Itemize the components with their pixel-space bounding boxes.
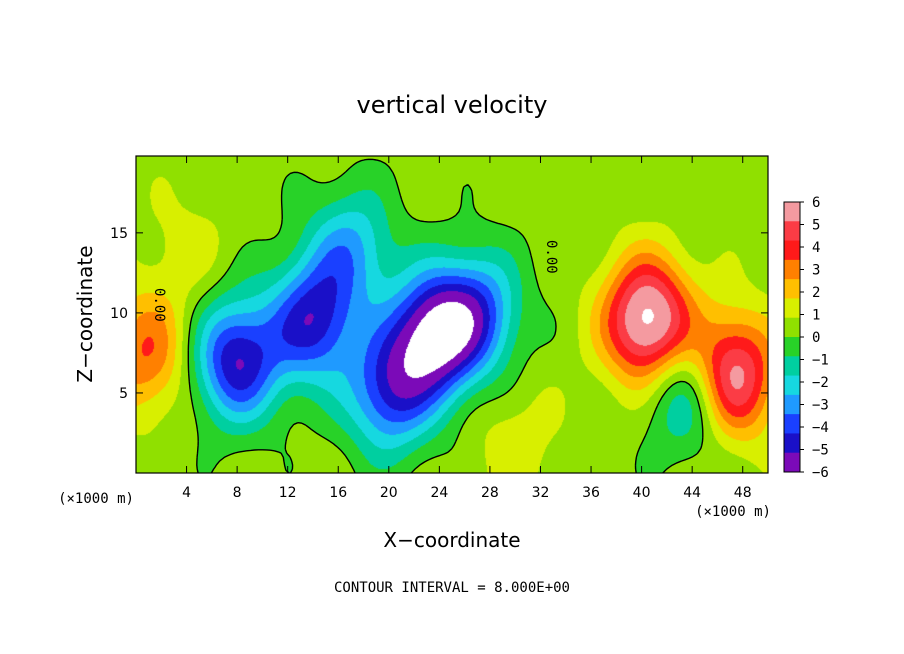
colorbar-swatch bbox=[784, 337, 800, 357]
x-axis: 4 8 12 16 20 24 28 32 36 40 44 48 bbox=[182, 156, 752, 501]
colorbar-swatch bbox=[784, 394, 800, 415]
contour-interval-note: CONTOUR INTERVAL = 8.000E+00 bbox=[334, 580, 570, 596]
contour-label: 0.00 bbox=[543, 240, 559, 274]
colorbar: 6 5 4 3 2 1 0 −1 −2 −3 −4 −5 −6 bbox=[783, 195, 829, 481]
x-tick-label: 20 bbox=[380, 485, 398, 501]
contour-lines bbox=[187, 158, 704, 474]
colorbar-label: −5 bbox=[812, 443, 829, 459]
colorbar-swatch bbox=[784, 298, 800, 319]
colorbar-swatch bbox=[784, 375, 800, 396]
x-axis-label: X−coordinate bbox=[383, 528, 520, 552]
colorbar-swatch bbox=[784, 259, 800, 280]
colorbar-swatch bbox=[784, 279, 800, 299]
plot-area: 0.00 0.00 bbox=[135, 155, 769, 474]
colorbar-label: 2 bbox=[812, 285, 820, 301]
colorbar-label: −6 bbox=[812, 465, 829, 481]
zero-contour bbox=[187, 158, 704, 474]
x-tick-label: 40 bbox=[633, 485, 651, 501]
x-tick-label: 12 bbox=[279, 485, 297, 501]
plot-frame bbox=[135, 155, 769, 474]
colorbar-label: −4 bbox=[812, 420, 829, 436]
chart-title: vertical velocity bbox=[357, 91, 548, 119]
y-axis-label: Z−coordinate bbox=[73, 245, 97, 382]
contour-labels: 0.00 0.00 bbox=[151, 240, 559, 322]
colorbar-label: −1 bbox=[812, 353, 829, 369]
x-tick-label: 28 bbox=[481, 485, 499, 501]
y-tick-label: 15 bbox=[110, 226, 128, 242]
colorbar-label: −3 bbox=[812, 398, 829, 414]
colorbar-swatch bbox=[784, 356, 800, 377]
y-tick-label: 5 bbox=[119, 386, 128, 402]
x-unit-right: (×1000 m) bbox=[695, 504, 771, 520]
x-tick-label: 4 bbox=[182, 485, 191, 501]
colorbar-label: −2 bbox=[812, 375, 829, 391]
contour-label: 0.00 bbox=[151, 288, 167, 322]
y-tick-label: 10 bbox=[110, 306, 128, 322]
colorbar-label: 1 bbox=[812, 308, 820, 324]
x-tick-label: 32 bbox=[532, 485, 550, 501]
colorbar-label: 0 bbox=[812, 330, 820, 346]
x-unit-left: (×1000 m) bbox=[58, 491, 134, 507]
heatmap-field bbox=[136, 156, 768, 473]
x-tick-label: 44 bbox=[683, 485, 701, 501]
colorbar-swatch bbox=[784, 452, 800, 473]
x-tick-label: 36 bbox=[582, 485, 600, 501]
colorbar-label: 5 bbox=[812, 218, 820, 234]
colorbar-label: 3 bbox=[812, 263, 820, 279]
colorbar-swatch bbox=[784, 202, 800, 222]
y-axis: 5 10 15 bbox=[110, 226, 768, 402]
colorbar-swatch bbox=[784, 433, 800, 454]
colorbar-swatch bbox=[784, 221, 800, 242]
colorbar-label: 6 bbox=[812, 195, 820, 211]
colorbar-swatch bbox=[784, 317, 800, 338]
x-tick-label: 24 bbox=[430, 485, 448, 501]
colorbar-swatch bbox=[784, 414, 800, 434]
x-tick-label: 48 bbox=[734, 485, 752, 501]
colorbar-label: 4 bbox=[812, 240, 820, 256]
x-tick-label: 16 bbox=[329, 485, 347, 501]
colorbar-swatch bbox=[784, 240, 800, 261]
x-tick-label: 8 bbox=[233, 485, 242, 501]
